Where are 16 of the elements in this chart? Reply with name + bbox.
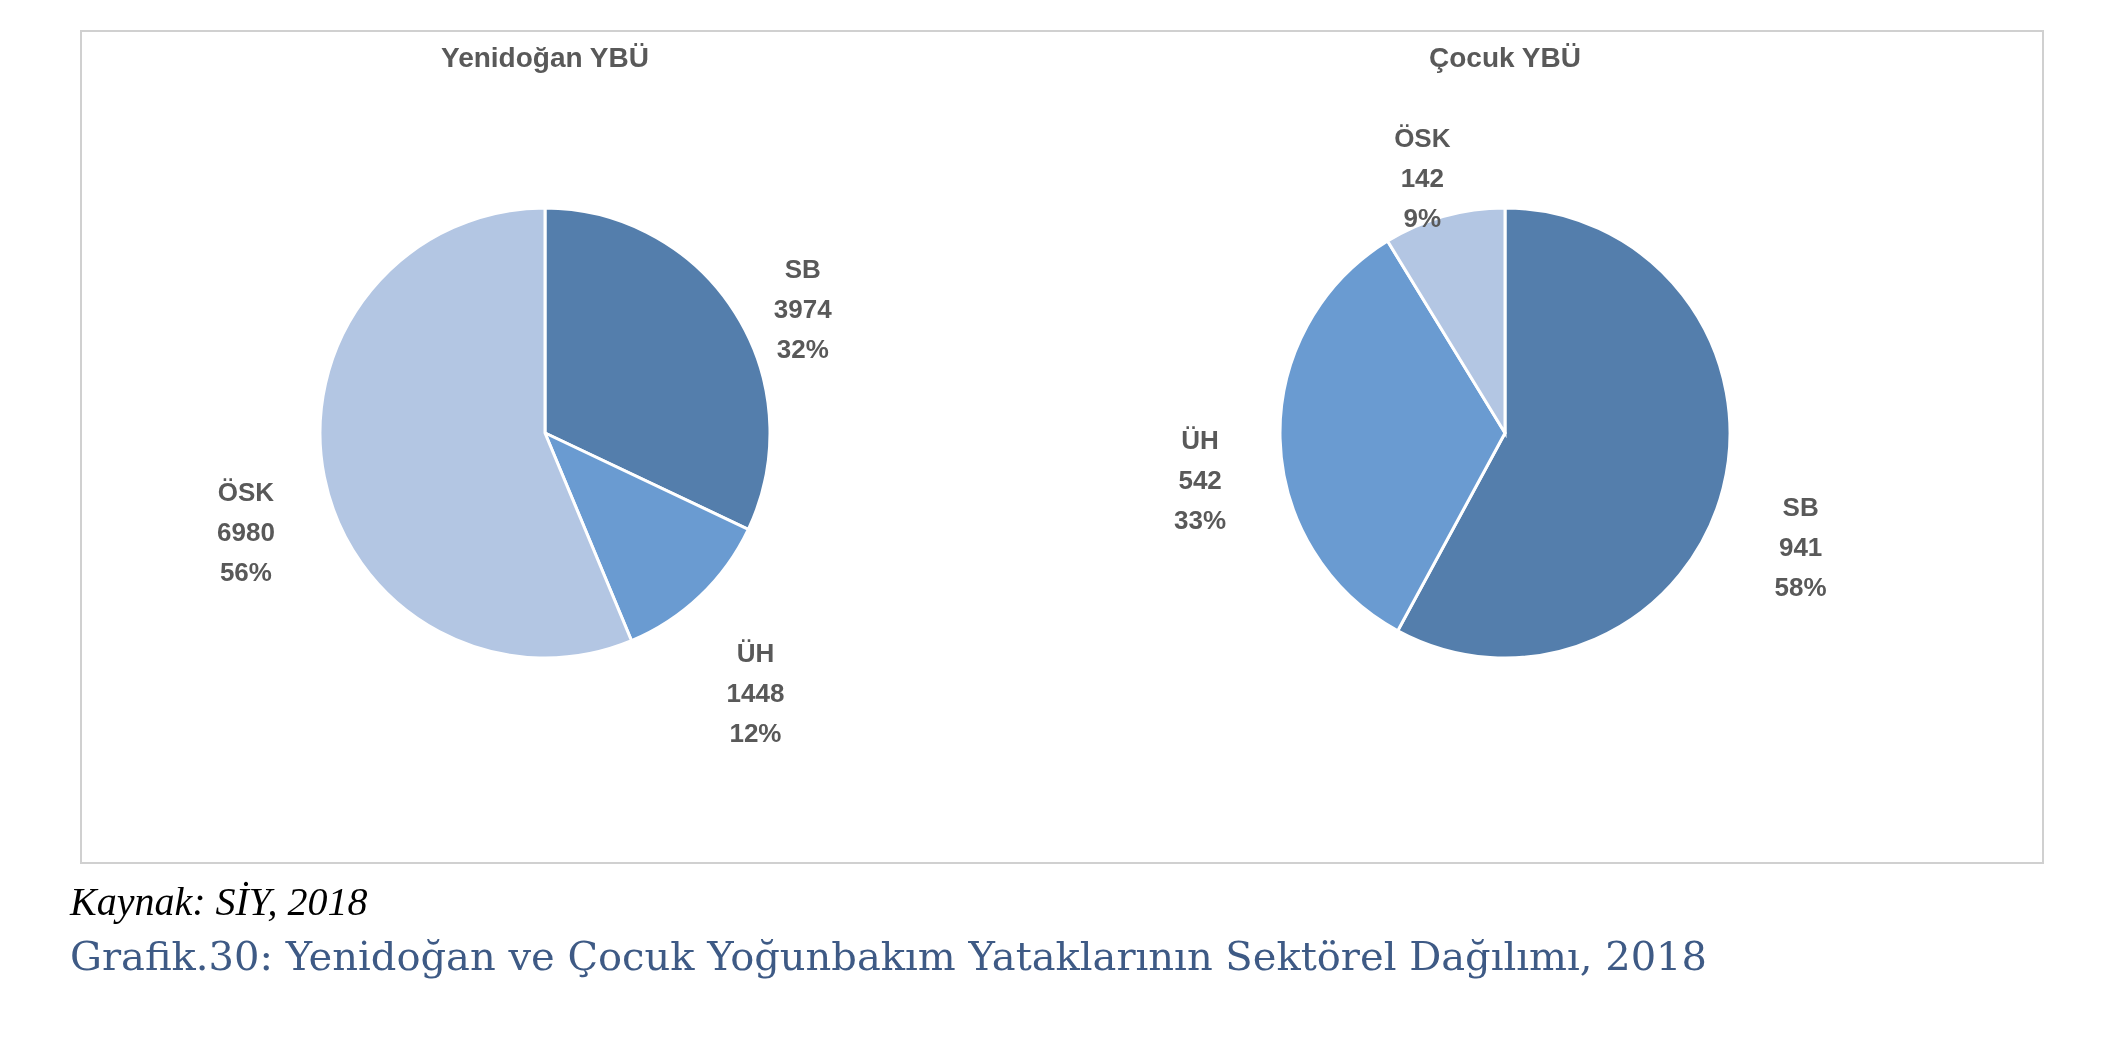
slice-label: ÖSK xyxy=(217,476,275,507)
slice-label: ÜH xyxy=(736,637,775,668)
data-label: 1448 12% xyxy=(726,677,785,748)
data-label: 941 58% xyxy=(1774,531,1827,602)
data-label: 542 33% xyxy=(1174,464,1227,535)
data-label: 6980 56% xyxy=(217,516,275,587)
slice-label: SB xyxy=(784,253,821,284)
slice-label: ÖSK xyxy=(1394,123,1451,154)
text: Grafik.30: Yenidoğan ve Çocuk Yoğunbakım Yataklarının Sektörel Dağılımı, 2018 xyxy=(70,933,1707,979)
chart-title: Yenidoğan YBÜ xyxy=(441,42,649,73)
data-label: 3974 32% xyxy=(773,293,833,364)
data-label: 142 9% xyxy=(1400,163,1445,234)
text: Kaynak: SİY, 2018 xyxy=(70,878,369,925)
chart-title: Çocuk YBÜ xyxy=(1429,42,1581,73)
slice-label: SB xyxy=(1782,491,1819,522)
slice-label: ÜH xyxy=(1181,424,1219,455)
